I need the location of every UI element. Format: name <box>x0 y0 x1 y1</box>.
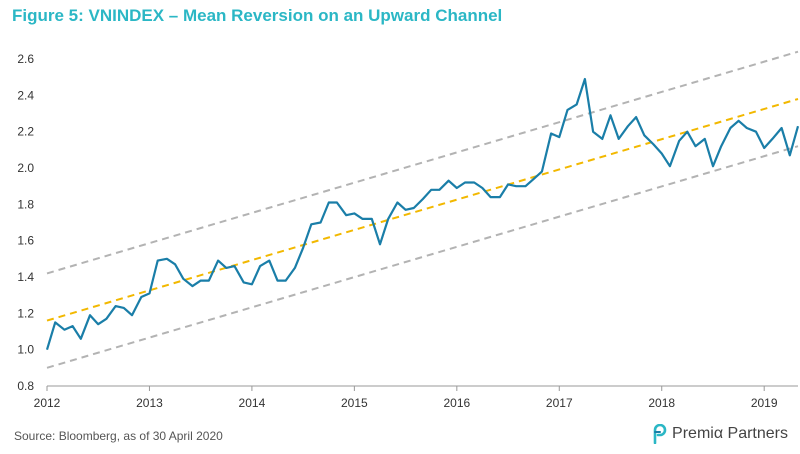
y-tick-label: 2.0 <box>17 161 34 175</box>
figure-title: Figure 5: VNINDEX – Mean Reversion on an… <box>12 6 503 25</box>
y-tick-label: 2.4 <box>17 88 34 102</box>
lower-band-line <box>46 145 799 369</box>
index-line <box>45 77 800 351</box>
brand-name: Premiα Partners <box>672 425 788 442</box>
source-note: Source: Bloomberg, as of 30 April 2020 <box>14 429 223 443</box>
brand-mark-icon <box>653 424 667 444</box>
y-tick-label: 1.2 <box>17 306 34 320</box>
x-tick-label: 2013 <box>136 396 163 410</box>
y-tick-label: 1.6 <box>17 234 34 248</box>
y-tick-label: 1.0 <box>17 343 34 357</box>
mean-line <box>46 98 799 322</box>
x-tick-label: 2016 <box>443 396 470 410</box>
y-axis-labels: 0.8 1.0 1.2 1.4 1.6 1.8 2.0 2.2 2.4 2.6 <box>17 52 34 393</box>
y-tick-label: 2.2 <box>17 125 34 139</box>
upper-band-line <box>46 50 799 275</box>
x-tick-label: 2015 <box>341 396 368 410</box>
x-axis-labels: 2012 2013 2014 2015 2016 2017 2018 2019 <box>34 396 778 410</box>
brand-logo: Premiα Partners <box>652 424 788 444</box>
x-tick-label: 2014 <box>239 396 266 410</box>
x-tick-label: 2019 <box>751 396 778 410</box>
y-tick-label: 0.8 <box>17 379 34 393</box>
x-tick-label: 2012 <box>34 396 61 410</box>
y-tick-label: 1.4 <box>17 270 34 284</box>
x-tick-label: 2018 <box>648 396 675 410</box>
series-layer <box>45 50 800 369</box>
x-tick-label: 2017 <box>546 396 573 410</box>
y-tick-label: 2.6 <box>17 52 34 66</box>
x-axis <box>46 385 798 391</box>
y-tick-label: 1.8 <box>17 197 34 211</box>
